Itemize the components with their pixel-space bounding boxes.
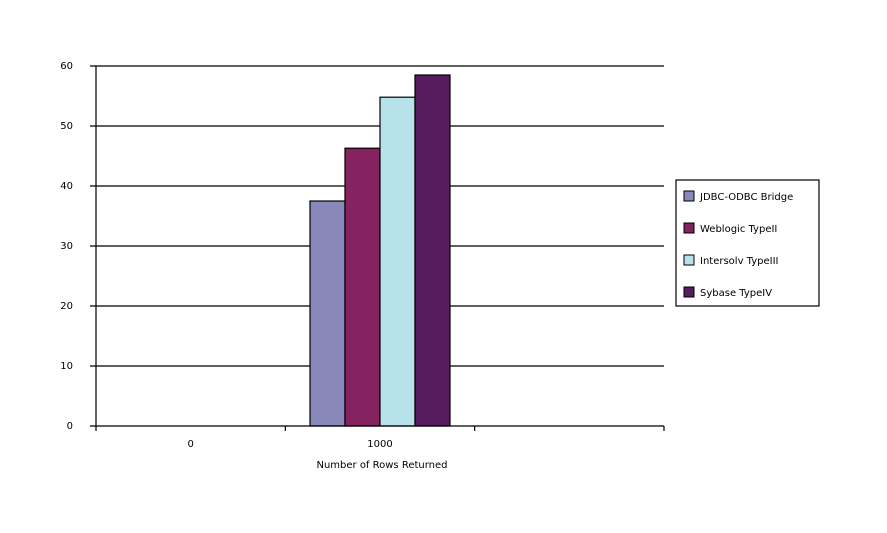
y-tick-label: 40 [60,181,73,192]
legend-box [675,179,820,307]
x-axis-label: Number of Rows Returned [316,460,447,471]
legend-swatch [683,286,695,298]
legend-label: Weblogic TypeII [700,224,777,235]
bar-sybase-typeiv [414,74,451,427]
x-tick-label: 0 [187,439,193,450]
legend-label: Intersolv TypeIII [700,256,779,267]
legend-label: JDBC-ODBC Bridge [699,192,793,203]
x-tick-label: 1000 [367,439,392,450]
bars [309,74,451,427]
legend-label: Sybase TypeIV [700,288,772,299]
bar-intersolv-typeiii [379,96,416,427]
legend-swatch [683,222,695,234]
y-tick-label: 0 [67,421,73,432]
legend-swatch [683,254,695,266]
y-tick-label: 10 [60,361,73,372]
y-tick-labels: 0 10 20 30 40 50 60 [60,61,73,432]
bar-jdbc-odbc-bridge [309,200,346,427]
legend-swatch [683,190,695,202]
y-tick-label: 30 [60,241,73,252]
y-tick-label: 50 [60,121,73,132]
x-tick-labels: 0 1000 [187,439,392,450]
y-tick-label: 20 [60,301,73,312]
y-tick-label: 60 [60,61,73,72]
axes [90,66,665,431]
legend: JDBC-ODBC Bridge Weblogic TypeII Intersolv… [675,179,820,307]
bar-weblogic-typeii [344,147,381,427]
